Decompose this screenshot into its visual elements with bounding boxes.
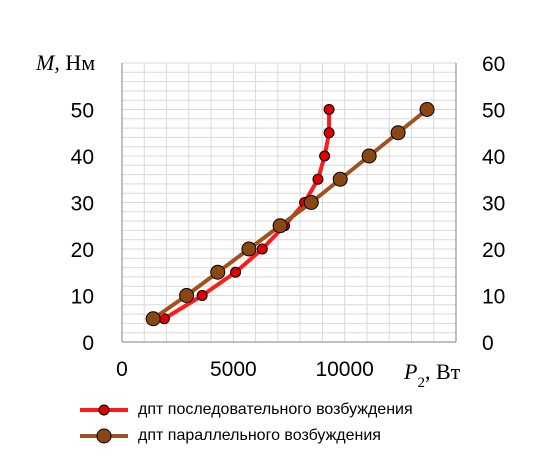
x-axis-title: P2, Вт xyxy=(403,359,461,391)
grid xyxy=(122,62,457,342)
legend-label-series-1: дпт последовательного возбуждения xyxy=(138,401,413,418)
y-left-tick-label: 20 xyxy=(71,239,94,262)
x-axis-title-box xyxy=(398,356,480,386)
tick-labels: 0 5000 10000 0 10 20 30 40 50 0 10 20 30 40 50 60 xyxy=(71,53,506,381)
y-right-tick-label: 0 xyxy=(482,332,494,355)
x-tick-label: 10000 xyxy=(315,358,373,381)
y-axis-title-unit: , Нм xyxy=(54,50,95,75)
y-right-tick-label: 20 xyxy=(482,239,505,262)
series-2-point xyxy=(361,148,377,164)
y-axis-title: M, Нм xyxy=(35,50,95,75)
y-left-tick-label: 10 xyxy=(71,286,94,309)
series-2-point xyxy=(241,241,257,257)
legend-item-series-1: дпт последовательного возбуждения xyxy=(78,398,413,422)
y-left-tick-label: 40 xyxy=(71,146,94,169)
x-axis-title-symbol: P xyxy=(403,359,417,384)
series-1-point xyxy=(323,127,335,139)
series-2-point xyxy=(332,171,348,187)
y-axis-title-symbol: M xyxy=(35,50,56,75)
series-2-point xyxy=(210,264,226,280)
series-1-point xyxy=(256,243,268,255)
series-1-point xyxy=(312,173,324,185)
legend-swatch-series-1 xyxy=(80,404,128,416)
series-1-point xyxy=(196,290,208,301)
x-tick-label: 5000 xyxy=(210,358,257,381)
series-1-point xyxy=(230,266,242,278)
y-left-tick-label: 50 xyxy=(71,100,94,123)
series-2-point xyxy=(419,102,435,117)
series-1-point xyxy=(323,104,335,115)
y-right-tick-label: 60 xyxy=(482,53,505,76)
x-axis-title-unit: , Вт xyxy=(425,359,461,384)
axes xyxy=(121,63,457,343)
series-2-point xyxy=(145,311,161,327)
series-2-point xyxy=(390,125,406,141)
series-layer xyxy=(145,102,435,327)
legend-label-series-2: дпт параллельного возбуждения xyxy=(138,427,381,444)
y-right-tick-label: 40 xyxy=(482,146,505,169)
series-2-point xyxy=(303,195,319,210)
y-left-tick-label: 0 xyxy=(82,332,94,355)
y-right-tick-label: 30 xyxy=(482,193,505,216)
x-axis-title-subscript: 2 xyxy=(417,375,425,391)
legend-item-series-2: дпт параллельного возбуждения xyxy=(78,424,413,448)
series-2-point xyxy=(179,288,195,303)
y-right-tick-label: 10 xyxy=(482,286,505,309)
x-tick-label: 0 xyxy=(116,358,128,381)
y-right-tick-label: 50 xyxy=(482,100,505,123)
y-left-tick-label: 30 xyxy=(71,193,94,216)
series-2-line xyxy=(152,107,429,321)
series-2-point xyxy=(272,218,288,234)
legend: дпт последовательного возбуждения дпт па… xyxy=(78,398,413,450)
legend-swatch-series-2 xyxy=(80,428,128,444)
series-2 xyxy=(145,102,435,327)
series-1-point xyxy=(319,150,331,162)
